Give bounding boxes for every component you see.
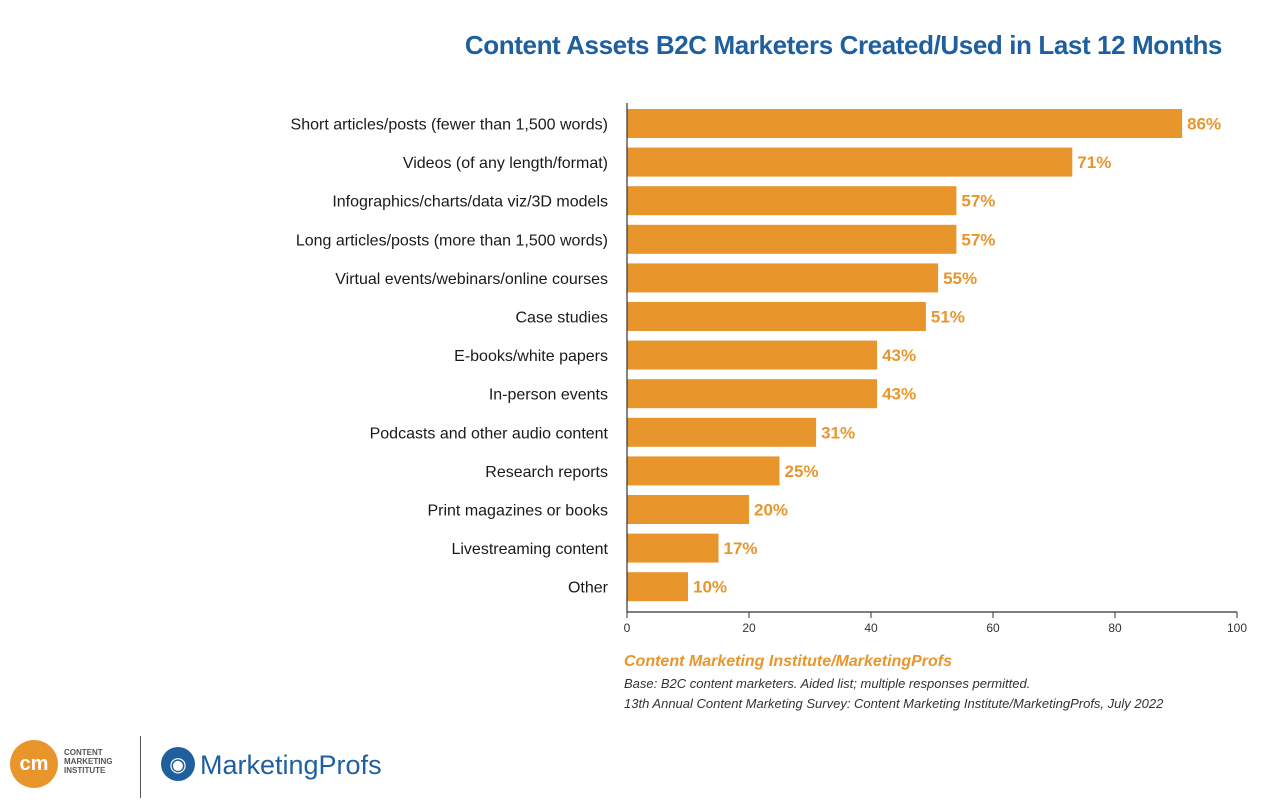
marketingprofs-logo-text: MarketingProfs: [200, 750, 382, 780]
value-label: 17%: [724, 539, 758, 558]
value-label: 57%: [961, 192, 995, 211]
x-tick-label: 20: [742, 621, 756, 635]
category-label: Podcasts and other audio content: [370, 425, 609, 442]
value-label: 71%: [1077, 153, 1111, 172]
cmi-logo-line: MARKETING: [64, 757, 113, 766]
bar: [627, 340, 878, 370]
bar: [627, 263, 939, 293]
cmi-logo-line: CONTENT: [64, 748, 103, 757]
category-label: In-person events: [489, 387, 608, 404]
value-labels: 86% 71% 57% 57% 55% 51% 43% 43% 31% 25% 20% 17% 10%: [693, 115, 1221, 597]
bar: [627, 417, 817, 447]
bar-chart: Short articles/posts (fewer than 1,500 w…: [291, 103, 1247, 635]
survey-note: 13th Annual Content Marketing Survey: Co…: [624, 696, 1164, 711]
logo-divider: [140, 736, 141, 798]
bar: [627, 572, 688, 602]
category-label: Long articles/posts (more than 1,500 wor…: [296, 232, 608, 249]
bar: [627, 224, 957, 254]
value-label: 10%: [693, 578, 727, 597]
value-label: 20%: [754, 501, 788, 520]
x-tick-label: 80: [1108, 621, 1122, 635]
value-label: 25%: [785, 462, 819, 481]
x-tick-label: 0: [624, 621, 631, 635]
bar: [627, 495, 749, 524]
bars-group: [627, 109, 1183, 602]
bar: [627, 379, 878, 409]
category-label: Print magazines or books: [427, 503, 608, 520]
bar: [627, 147, 1073, 177]
category-label: Videos (of any length/format): [403, 155, 608, 172]
cmi-logo-icon: cm: [10, 740, 58, 788]
category-label: Case studies: [516, 310, 609, 327]
x-axis: 0 20 40 60 80 100: [624, 103, 1247, 635]
logos-area: cm CONTENT MARKETING INSTITUTE ◉ Marketi…: [0, 728, 420, 803]
value-label: 86%: [1187, 115, 1221, 134]
x-tick-label: 40: [864, 621, 878, 635]
cmi-logo-line: INSTITUTE: [64, 766, 106, 775]
bar: [627, 109, 1183, 138]
source-title: Content Marketing Institute/MarketingPro…: [624, 653, 953, 670]
base-note: Base: B2C content marketers. Aided list;…: [624, 676, 1031, 691]
x-tick-label: 60: [986, 621, 1000, 635]
category-label: Short articles/posts (fewer than 1,500 w…: [291, 117, 608, 134]
value-label: 55%: [943, 269, 977, 288]
category-labels: Short articles/posts (fewer than 1,500 w…: [291, 117, 609, 597]
bar: [627, 456, 780, 486]
category-label: Livestreaming content: [451, 541, 608, 558]
value-label: 43%: [882, 346, 916, 365]
globe-icon: ◉: [161, 747, 195, 781]
category-label: Research reports: [485, 464, 608, 481]
x-tick-label: 100: [1227, 621, 1247, 635]
category-label: E-books/white papers: [454, 348, 608, 365]
value-label: 43%: [882, 385, 916, 404]
bar: [627, 533, 719, 563]
value-label: 57%: [961, 230, 995, 249]
value-label: 31%: [821, 423, 855, 442]
cmi-logo-text: CONTENT MARKETING INSTITUTE: [64, 748, 134, 775]
category-label: Infographics/charts/data viz/3D models: [332, 194, 608, 211]
category-label: Other: [568, 580, 609, 597]
bar: [627, 302, 926, 331]
chart-title: Content Assets B2C Marketers Created/Use…: [464, 30, 1222, 60]
bar: [627, 186, 957, 216]
category-label: Virtual events/webinars/online courses: [335, 271, 608, 288]
value-label: 51%: [931, 308, 965, 327]
